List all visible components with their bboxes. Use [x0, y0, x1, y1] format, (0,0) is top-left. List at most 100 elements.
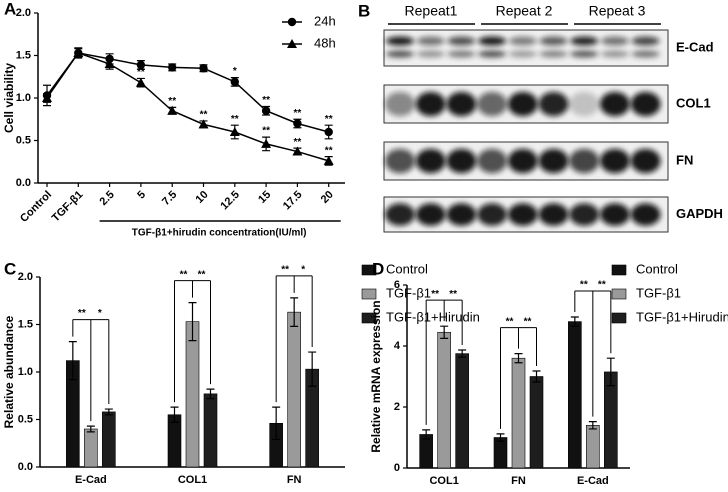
blot-band — [478, 36, 507, 46]
bar — [84, 428, 98, 468]
significance: * — [301, 265, 305, 276]
error-bar — [570, 316, 579, 327]
legend-swatch — [361, 312, 377, 324]
series-line — [46, 52, 329, 133]
blot-band — [569, 203, 600, 226]
significance: ** — [78, 308, 86, 319]
blot-band — [599, 148, 630, 174]
blot-band — [477, 203, 508, 226]
blot-band — [507, 203, 538, 226]
repeat-label: Repeat 3 — [589, 3, 646, 19]
significance: ** — [198, 269, 206, 280]
bar — [493, 437, 508, 469]
blot-band — [538, 148, 569, 174]
blot-band — [569, 91, 600, 117]
y-tick-label: 2 — [394, 401, 400, 413]
panel-label: B — [358, 1, 370, 20]
blot-band — [539, 50, 568, 58]
panel-label: C — [4, 259, 16, 278]
blot-band — [570, 50, 599, 58]
blot-band — [507, 148, 538, 174]
significance: ** — [598, 280, 606, 291]
blot-frame — [383, 29, 669, 67]
bar — [568, 321, 582, 469]
blot-band — [600, 50, 629, 58]
blot-band — [477, 148, 508, 174]
y-tick-label: 0.0 — [18, 461, 33, 473]
bar — [529, 376, 544, 469]
bar — [102, 411, 116, 468]
y-tick-label: 1.5 — [16, 49, 31, 61]
marker-triangle — [198, 119, 209, 129]
blot-band — [477, 91, 508, 117]
significance: ** — [325, 145, 333, 156]
significance-bracket — [425, 299, 463, 425]
error-bar — [170, 406, 179, 423]
blot-band — [385, 148, 415, 174]
error-bar — [104, 408, 113, 416]
x-tick-label: 5 — [135, 189, 148, 202]
y-tick-label: 1.0 — [18, 366, 33, 378]
significance: ** — [524, 316, 532, 327]
y-tick-label: 4 — [394, 340, 401, 352]
y-axis-label: Cell viability — [2, 63, 16, 133]
blot-band — [416, 36, 445, 46]
blot-band — [386, 36, 414, 46]
blot-row-label: FN — [676, 152, 693, 167]
error-bar — [68, 341, 77, 381]
marker-triangle — [104, 59, 115, 68]
significance: ** — [294, 137, 302, 148]
x-tick-label: FN — [511, 475, 526, 487]
error-bar — [272, 406, 281, 441]
marker-triangle — [229, 127, 240, 136]
marker-triangle — [73, 47, 84, 57]
blot-band — [630, 91, 661, 117]
blot-band — [415, 148, 446, 174]
x-axis-label: TGF-β1+hirudin concentration(IU/ml) — [132, 228, 307, 239]
bar — [437, 331, 451, 469]
blot-band — [600, 36, 629, 46]
blot-band — [539, 36, 568, 46]
significance-bracket — [72, 319, 110, 422]
y-tick-label: 6 — [394, 279, 400, 291]
blot-row-label: GAPDH — [676, 206, 723, 221]
error-bar — [588, 421, 597, 430]
blot-row-label: E-Cad — [676, 39, 714, 54]
significance: ** — [137, 67, 145, 78]
marker-circle — [261, 106, 271, 115]
error-bar — [440, 325, 449, 339]
error-bar — [458, 349, 467, 358]
blot-row-label: COL1 — [676, 95, 711, 110]
blot-band — [446, 91, 477, 117]
x-tick-label: TGF-β1 — [50, 189, 86, 225]
blot-band — [416, 50, 445, 58]
marker-triangle — [261, 138, 272, 148]
bar — [287, 311, 301, 468]
blot-band — [447, 36, 476, 46]
significance: ** — [449, 289, 457, 300]
blot-band — [569, 148, 600, 174]
blot-band — [508, 36, 537, 46]
blot-band — [538, 203, 569, 226]
bar — [604, 371, 618, 469]
bar — [185, 321, 200, 468]
y-tick-label: 0.5 — [16, 134, 31, 146]
repeat-label: Repeat 2 — [496, 3, 553, 19]
blot-band — [385, 91, 415, 117]
significance: ** — [180, 269, 188, 280]
marker-circle — [324, 127, 333, 137]
x-tick-label: 20 — [319, 189, 336, 206]
blot-band — [446, 148, 477, 174]
marker-circle — [293, 119, 302, 128]
bar — [455, 353, 469, 469]
legend-label: 24h — [314, 13, 336, 28]
legend-label: Control — [636, 261, 678, 276]
x-tick-label: 7.5 — [160, 189, 179, 208]
bar — [586, 424, 600, 469]
legend-swatch — [611, 312, 627, 324]
marker-triangle — [135, 77, 146, 87]
significance-bracket — [174, 280, 211, 403]
y-tick-label: 0 — [394, 462, 400, 474]
blot-band — [631, 50, 660, 58]
x-tick-label: 10 — [194, 189, 211, 206]
